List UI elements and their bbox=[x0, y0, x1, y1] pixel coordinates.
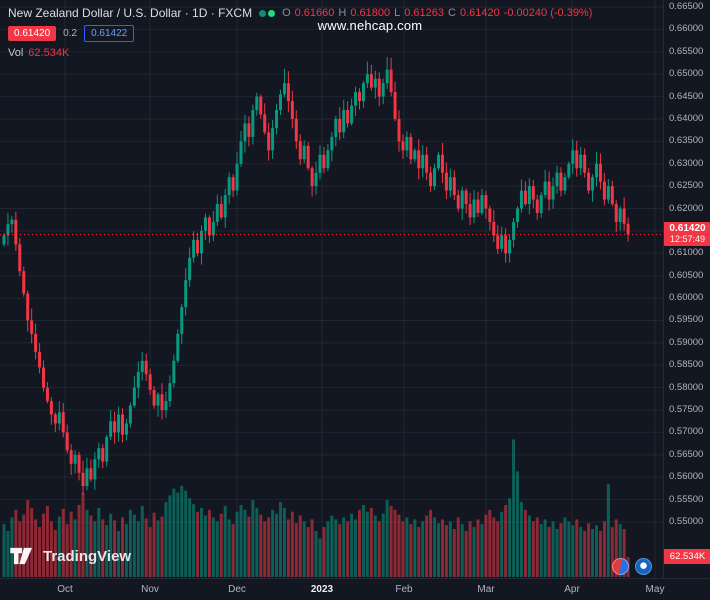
globe-sticker-icon[interactable] bbox=[635, 558, 652, 575]
symbol-title[interactable]: New Zealand Dollar / U.S. Dollar · 1D · … bbox=[8, 6, 253, 20]
close-label: C bbox=[448, 7, 456, 19]
price-tick: 0.63000 bbox=[669, 157, 704, 169]
chart-pane[interactable]: www.nehcap.com New Zealand Dollar / U.S.… bbox=[0, 0, 663, 578]
symbol-legend-row: New Zealand Dollar / U.S. Dollar · 1D · … bbox=[8, 6, 592, 20]
price-tick: 0.62000 bbox=[669, 202, 704, 214]
volume-value: 62.534K bbox=[28, 47, 70, 59]
last-price-badge: 0.61420 12:57:49 bbox=[664, 222, 710, 247]
market-status-icon[interactable] bbox=[259, 9, 276, 17]
bid-ask-row: 0.61420 0.2 0.61422 bbox=[8, 25, 592, 42]
price-axis[interactable]: 0.61420 12:57:49 62.534K 0.66500 0.66000 0… bbox=[663, 0, 710, 578]
price-tick: 0.60000 bbox=[669, 292, 704, 304]
low-label: L bbox=[394, 7, 401, 19]
price-tick: 0.55500 bbox=[669, 493, 704, 505]
price-tick: 0.65000 bbox=[669, 68, 704, 80]
time-axis-label: Feb bbox=[395, 584, 413, 595]
volume-legend-row: Vol 62.534K bbox=[8, 47, 592, 59]
open-label: O bbox=[282, 7, 291, 19]
candlestick-chart-svg[interactable] bbox=[0, 0, 663, 578]
tradingview-logo[interactable]: TradingView bbox=[10, 546, 131, 566]
chart-legend: New Zealand Dollar / U.S. Dollar · 1D · … bbox=[8, 6, 592, 59]
volume-indicator-label[interactable]: Vol bbox=[8, 47, 24, 59]
price-tick: 0.66000 bbox=[669, 23, 704, 35]
volume-badge: 62.534K bbox=[664, 548, 710, 564]
time-axis[interactable]: Oct Nov Dec 2023 Feb Mar Apr May bbox=[0, 578, 710, 600]
spread-value: 0.2 bbox=[63, 28, 78, 39]
price-tick: 0.58000 bbox=[669, 381, 704, 393]
watermark-url: www.nehcap.com bbox=[317, 18, 423, 33]
time-axis-label: 2023 bbox=[310, 584, 334, 595]
price-tick: 0.63500 bbox=[669, 135, 704, 147]
price-tick: 0.55000 bbox=[669, 515, 704, 527]
price-tick: 0.57000 bbox=[669, 426, 704, 438]
price-tick: 0.58500 bbox=[669, 359, 704, 371]
time-axis-label: Mar bbox=[477, 584, 495, 595]
price-tick: 0.57500 bbox=[669, 404, 704, 416]
price-tick: 0.66500 bbox=[669, 1, 704, 12]
ohlc-values: O 0.61660 H 0.61800 L 0.61263 C 0.61420 -0.0… bbox=[282, 7, 592, 19]
price-tick: 0.56500 bbox=[669, 448, 704, 460]
tradingview-icon bbox=[10, 547, 33, 565]
bid-price-badge[interactable]: 0.61420 bbox=[8, 26, 57, 41]
high-value: 0.61800 bbox=[350, 7, 391, 19]
time-axis-label: Oct bbox=[57, 584, 73, 595]
close-value: 0.61420 bbox=[459, 7, 500, 19]
price-tick: 0.64500 bbox=[669, 90, 704, 102]
pill-sticker-icon[interactable] bbox=[612, 558, 629, 575]
time-axis-label: Nov bbox=[141, 584, 159, 595]
last-price-value: 0.61420 bbox=[669, 223, 706, 235]
price-tick: 0.59500 bbox=[669, 314, 704, 326]
time-axis-label: May bbox=[645, 584, 665, 595]
price-tick: 0.60500 bbox=[669, 269, 704, 281]
open-value: 0.61660 bbox=[294, 7, 335, 19]
price-tick: 0.65500 bbox=[669, 45, 704, 57]
price-tick: 0.61000 bbox=[669, 247, 704, 259]
bar-countdown: 12:57:49 bbox=[669, 234, 706, 245]
price-tick: 0.59000 bbox=[669, 336, 704, 348]
low-value: 0.61263 bbox=[404, 7, 444, 19]
change-value: -0.00240 (-0.39%) bbox=[503, 7, 593, 19]
high-label: H bbox=[338, 7, 347, 19]
ask-price-badge[interactable]: 0.61422 bbox=[84, 25, 135, 42]
price-tick: 0.64000 bbox=[669, 112, 704, 124]
time-axis-label: Apr bbox=[564, 584, 580, 595]
tradingview-wordmark: TradingView bbox=[43, 547, 132, 565]
price-tick: 0.56000 bbox=[669, 471, 704, 483]
time-axis-label: Dec bbox=[228, 584, 246, 595]
price-tick: 0.62500 bbox=[669, 180, 704, 192]
sticker-icons bbox=[612, 558, 652, 575]
